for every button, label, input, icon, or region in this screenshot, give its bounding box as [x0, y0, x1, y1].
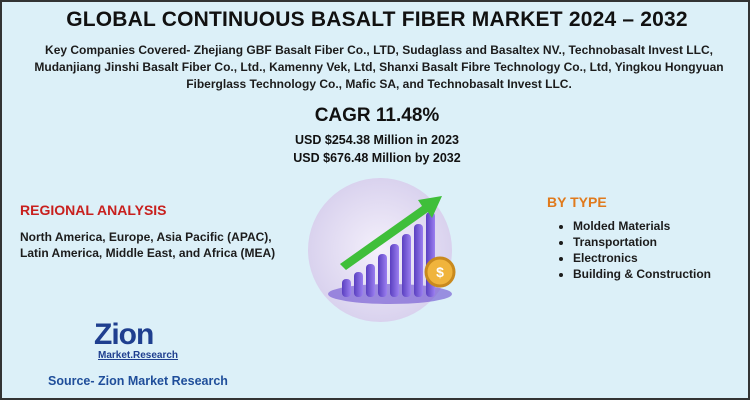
cagr: CAGR 11.48%	[314, 105, 440, 126]
type-heading: BY TYPE	[547, 194, 607, 210]
type-item: Electronics	[573, 250, 711, 266]
value-2023: USD $254.38 Million in 2023	[295, 133, 459, 147]
type-item: Molded Materials	[573, 218, 711, 234]
value-2032: USD $676.48 Million by 2032	[293, 151, 461, 165]
logo-name: Zion	[94, 318, 154, 351]
source: Source- Zion Market Research	[48, 374, 228, 388]
type-item: Building & Construction	[573, 266, 711, 282]
type-list: Molded MaterialsTransportationElectronic…	[555, 218, 711, 282]
illustration: $	[308, 178, 456, 322]
logo-tagline: Market.Research	[98, 350, 179, 361]
companies: Key Companies Covered- Zhejiang GBF Basa…	[34, 43, 724, 91]
svg-text:$: $	[436, 264, 444, 280]
title: GLOBAL CONTINUOUS BASALT FIBER MARKET 20…	[66, 8, 688, 31]
type-item: Transportation	[573, 234, 711, 250]
regional-text: North America, Europe, Asia Pacific (APA…	[20, 230, 276, 260]
regional-heading: REGIONAL ANALYSIS	[20, 202, 167, 218]
